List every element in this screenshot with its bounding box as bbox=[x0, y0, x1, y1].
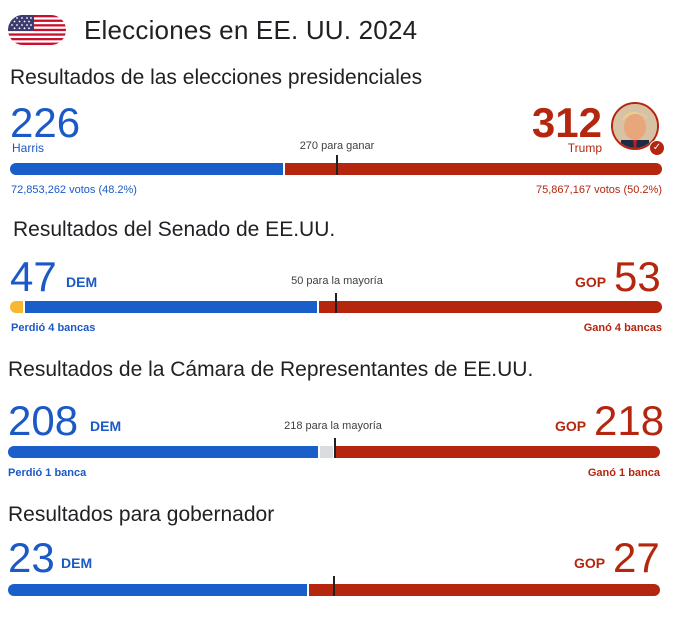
gop-segment bbox=[318, 301, 662, 313]
trump-avatar bbox=[611, 102, 659, 150]
house-dem-tag: DEM bbox=[90, 418, 122, 434]
bar-gap bbox=[283, 163, 286, 175]
dem-segment bbox=[8, 584, 307, 596]
us-flag-icon bbox=[8, 15, 66, 45]
senate-gop-count: 53 bbox=[614, 253, 661, 300]
bar-gap bbox=[307, 584, 309, 596]
page-title: Elecciones en EE. UU. 2024 bbox=[84, 14, 418, 45]
presidential-threshold-label: 270 para ganar bbox=[299, 140, 375, 152]
governor-threshold-marker bbox=[333, 576, 335, 596]
presidential-threshold-marker bbox=[336, 155, 339, 175]
dem-segment bbox=[10, 163, 284, 175]
trump-name: Trump bbox=[567, 141, 602, 155]
presidential-results[interactable]: Resultados de las elecciones presidencia… bbox=[0, 62, 678, 202]
bar-gap bbox=[317, 446, 320, 458]
winner-check-icon: ✓ bbox=[649, 140, 665, 156]
senate-title: Resultados del Senado de EE.UU. bbox=[13, 218, 336, 241]
house-threshold-marker bbox=[333, 438, 336, 458]
house-gop-count: 218 bbox=[594, 397, 665, 444]
governor-bar bbox=[8, 584, 660, 596]
gop-segment bbox=[335, 446, 660, 458]
governor-gop-count: 27 bbox=[613, 534, 660, 581]
independent-segment bbox=[10, 301, 23, 313]
senate-results[interactable]: Resultados del Senado de EE.UU. 47 DEM 5… bbox=[0, 212, 678, 342]
harris-name: Harris bbox=[12, 141, 44, 155]
presidential-title: Resultados de las elecciones presidencia… bbox=[10, 66, 423, 89]
house-gop-note: Ganó 1 banca bbox=[587, 467, 660, 479]
gop-segment bbox=[309, 584, 660, 596]
senate-gop-tag: GOP bbox=[575, 274, 607, 290]
senate-threshold-label: 50 para la mayoría bbox=[291, 275, 383, 287]
governor-dem-count: 23 bbox=[8, 534, 55, 581]
governor-gop-tag: GOP bbox=[574, 555, 606, 571]
dem-segment bbox=[8, 446, 318, 458]
gop-segment bbox=[285, 163, 662, 175]
governor-title: Resultados para gobernador bbox=[8, 503, 275, 526]
governor-dem-tag: DEM bbox=[61, 555, 93, 571]
house-results[interactable]: Resultados de la Cámara de Representante… bbox=[0, 350, 678, 490]
senate-dem-count: 47 bbox=[10, 253, 57, 300]
harris-popular-vote: 72,853,262 votos (48.2%) bbox=[11, 184, 137, 196]
senate-threshold-marker bbox=[335, 293, 337, 313]
undecided-segment bbox=[319, 446, 334, 458]
harris-electoral-votes: 226 bbox=[10, 99, 81, 146]
house-threshold-label: 218 para la mayoría bbox=[284, 420, 382, 432]
senate-dem-tag: DEM bbox=[66, 274, 98, 290]
house-title: Resultados de la Cámara de Representante… bbox=[8, 358, 534, 381]
page-header: Elecciones en EE. UU. 2024 bbox=[8, 8, 417, 52]
presidential-bar bbox=[10, 163, 662, 175]
senate-dem-note: Perdió 4 bancas bbox=[11, 322, 96, 334]
bar-gap bbox=[316, 301, 319, 313]
portrait-icon bbox=[613, 104, 657, 148]
governor-results[interactable]: Resultados para gobernador 23 DEM GOP 27 bbox=[0, 495, 678, 615]
trump-electoral-votes: 312 bbox=[531, 99, 602, 146]
house-dem-count: 208 bbox=[8, 397, 79, 444]
trump-popular-vote: 75,867,167 votos (50.2%) bbox=[536, 184, 662, 196]
dem-segment bbox=[24, 301, 317, 313]
house-gop-tag: GOP bbox=[555, 418, 587, 434]
senate-gop-note: Ganó 4 bancas bbox=[583, 322, 662, 334]
house-dem-note: Perdió 1 banca bbox=[8, 467, 87, 479]
bar-gap bbox=[22, 301, 25, 313]
